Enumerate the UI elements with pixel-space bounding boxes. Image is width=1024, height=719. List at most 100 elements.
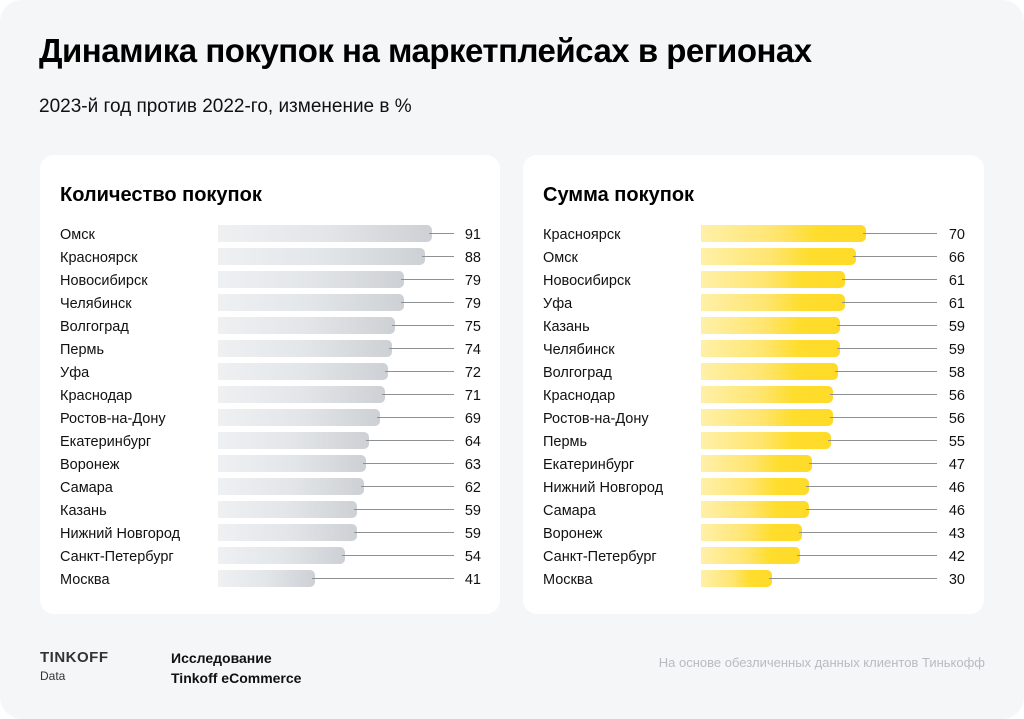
bar [218,363,388,380]
bar [218,386,386,403]
bar-row: Волгоград 75 [40,317,500,340]
leader-line [841,302,937,303]
category-label: Екатеринбург [543,457,635,473]
category-label: Волгоград [60,319,129,335]
bar [701,294,845,311]
bar [701,547,800,564]
category-label: Москва [543,572,593,588]
value-label: 55 [948,434,965,450]
category-label: Краснодар [543,388,616,404]
bar [218,478,364,495]
bar-row: Красноярск 70 [523,225,984,248]
bar [701,570,772,587]
bar [218,409,381,426]
category-label: Новосибирск [60,273,148,289]
bar [701,501,810,518]
category-label: Ростов-на-Дону [543,411,649,427]
bar [218,432,369,449]
value-label: 30 [948,572,965,588]
category-label: Красноярск [543,227,621,243]
bar-row: Нижний Новгород 59 [40,524,500,547]
leader-line [841,279,937,280]
value-label: 74 [464,342,481,358]
leader-line [353,509,454,510]
category-label: Казань [60,503,107,519]
bar-row: Уфа 72 [40,363,500,386]
bar-row: Омск 66 [523,248,984,271]
leader-line [401,302,454,303]
leader-line [836,325,937,326]
category-label: Нижний Новгород [60,526,181,542]
bar-row: Краснодар 56 [523,386,984,409]
leader-line [862,233,937,234]
category-label: Новосибирск [543,273,631,289]
leader-line [806,509,937,510]
category-label: Омск [543,250,578,266]
category-label: Нижний Новгород [543,480,664,496]
bar [701,340,840,357]
chart-title: Сумма покупок [543,184,695,206]
bar-row: Санкт-Петербург 42 [523,547,984,570]
category-label: Красноярск [60,250,138,266]
value-label: 79 [464,296,481,312]
category-label: Уфа [60,365,90,381]
tinkoff-logo: TINKOFF [40,649,109,666]
value-label: 72 [464,365,481,381]
bar-row: Самара 62 [40,478,500,501]
bar [701,271,845,288]
category-label: Волгоград [543,365,612,381]
bar [218,501,357,518]
value-label: 69 [464,411,481,427]
bar [218,271,405,288]
value-label: 62 [464,480,481,496]
bar [701,386,833,403]
data-source-note: На основе обезличенных данных клиентов Т… [658,655,985,670]
bar-row: Санкт-Петербург 54 [40,547,500,570]
bar-row: Челябинск 59 [523,340,984,363]
page-subtitle: 2023-й год против 2022-го, изменение в % [39,96,412,117]
category-label: Екатеринбург [60,434,152,450]
category-label: Москва [60,572,110,588]
category-label: Пермь [543,434,588,450]
leader-line [342,555,454,556]
value-label: 54 [464,549,481,565]
leader-line [422,256,454,257]
study-credit-line-2: Tinkoff eCommerce [171,670,302,686]
value-label: 59 [948,319,965,335]
leader-line [363,463,454,464]
bar-row: Самара 46 [523,501,984,524]
value-label: 46 [948,480,965,496]
value-label: 79 [464,273,481,289]
value-label: 70 [948,227,965,243]
bar-row: Воронеж 63 [40,455,500,478]
bar [701,524,803,541]
bar-row: Нижний Новгород 46 [523,478,984,501]
bar [701,363,838,380]
value-label: 46 [948,503,965,519]
bar [218,225,433,242]
leader-line [382,394,454,395]
value-label: 63 [464,457,481,473]
bar [701,409,833,426]
leader-line [311,578,454,579]
value-label: 43 [948,526,965,542]
bar-row: Екатеринбург 64 [40,432,500,455]
bar-row: Краснодар 71 [40,386,500,409]
chart-card-purchase-sum: Сумма покупок Красноярск 70 Омск 66 Новосиби… [523,155,984,614]
leader-line [429,233,454,234]
leader-line [799,532,937,533]
category-label: Пермь [60,342,105,358]
tinkoff-logo-subtitle: Data [40,669,66,683]
bar-row: Пермь 74 [40,340,500,363]
value-label: 61 [948,296,965,312]
category-label: Санкт-Петербург [60,549,174,565]
value-label: 88 [464,250,481,266]
leader-line [836,348,937,349]
bar-row: Новосибирск 79 [40,271,500,294]
value-label: 59 [948,342,965,358]
category-label: Омск [60,227,95,243]
bar-row: Ростов-на-Дону 56 [523,409,984,432]
category-label: Санкт-Петербург [543,549,657,565]
value-label: 61 [948,273,965,289]
category-label: Челябинск [543,342,615,358]
